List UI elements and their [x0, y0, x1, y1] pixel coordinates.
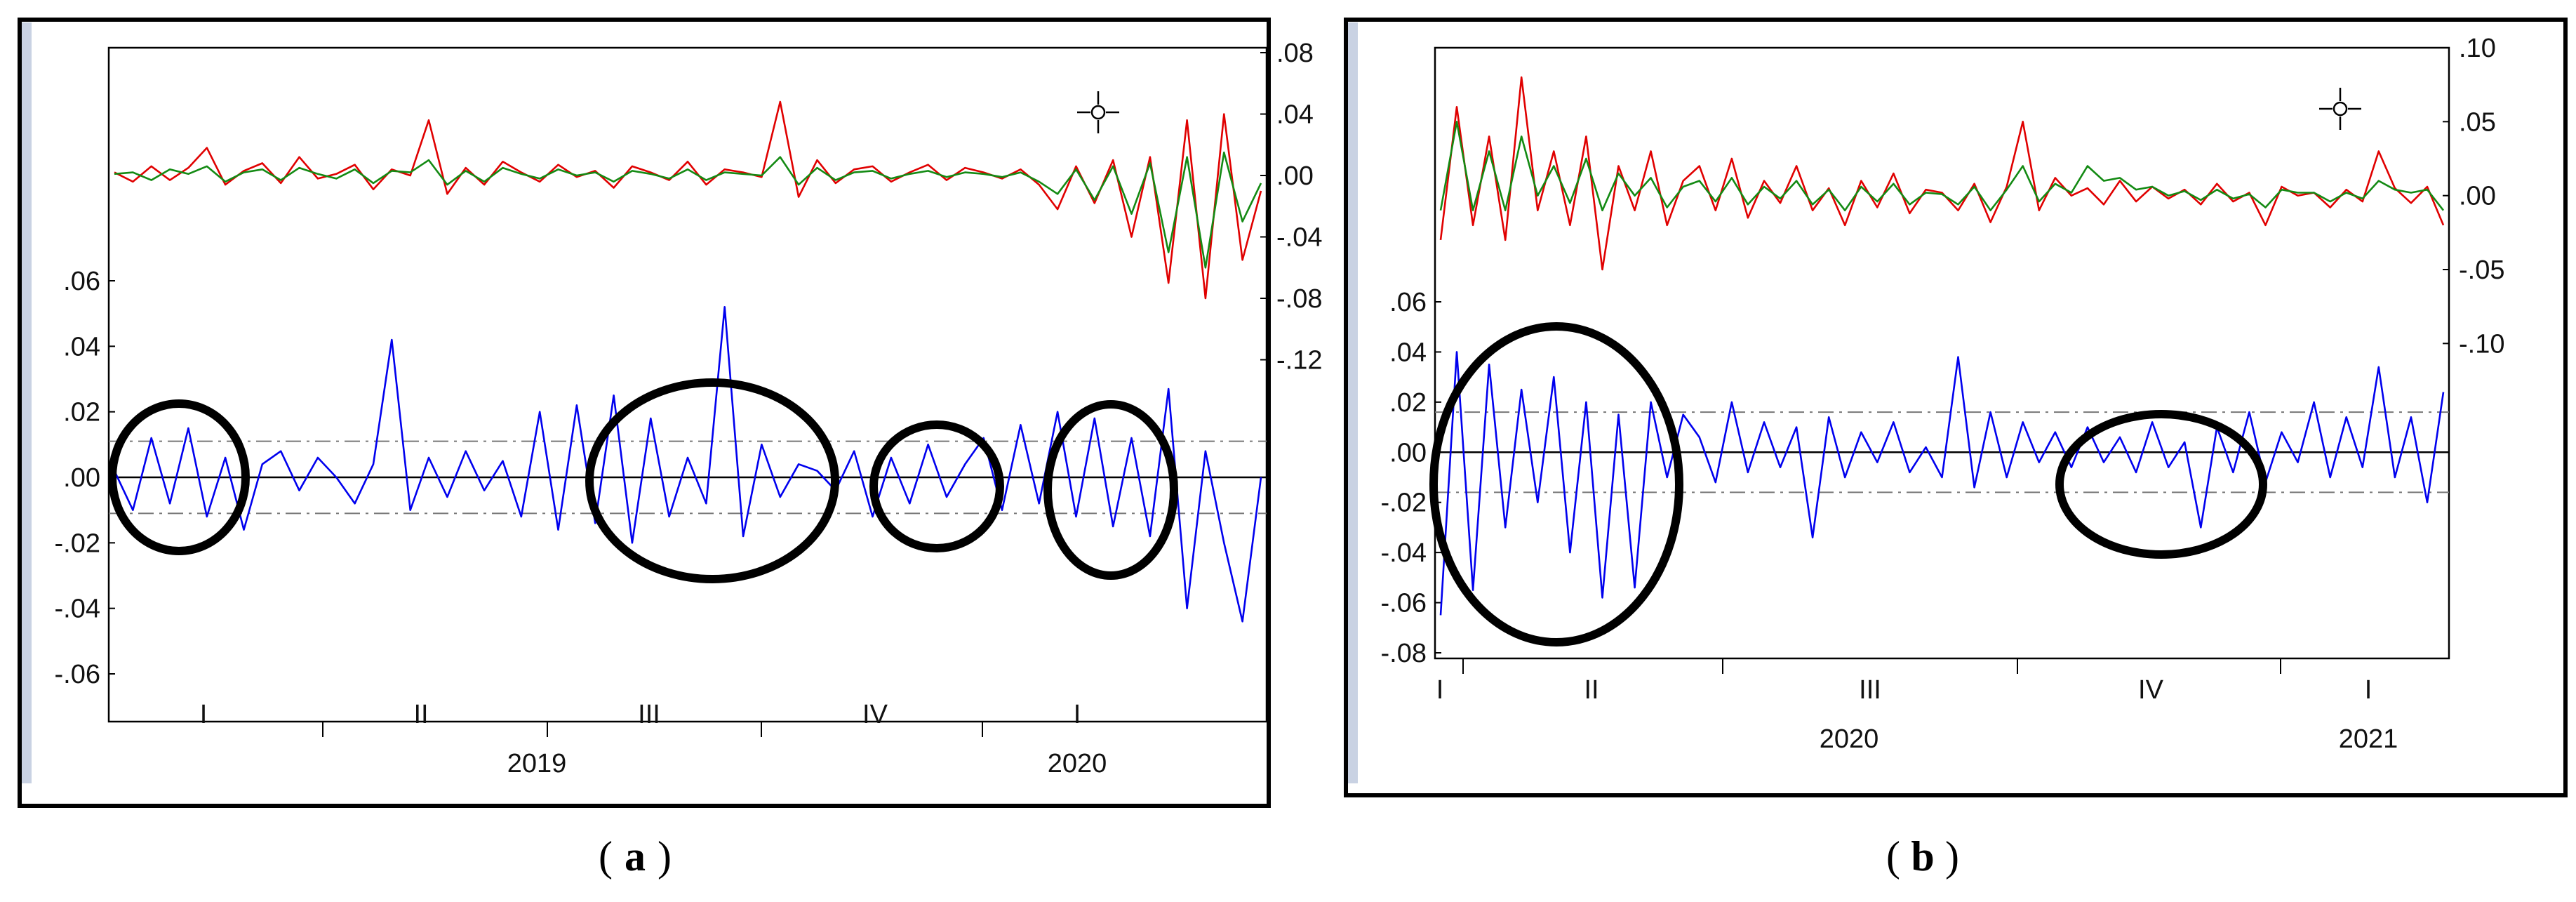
left-axis-tick-label: .04	[63, 332, 100, 362]
highlight-ellipse	[1429, 322, 1683, 646]
panel-b: ( b ) .06 .04 .02 .00 -.02 -.04 -.06 -.08 .10 .05…	[1344, 18, 2568, 880]
quarter-label: III	[1859, 675, 1881, 705]
quarter-label: I	[2365, 675, 2373, 705]
panel-frame	[18, 18, 1271, 808]
left-axis-tick-label: -.06	[55, 660, 100, 689]
right-axis-tick-label: -.12	[1276, 346, 1322, 376]
year-label: 2019	[507, 749, 567, 778]
panel-caption-a-open: (	[599, 833, 613, 880]
left-axis-tick-label: -.04	[55, 595, 100, 624]
left-axis-tick-label: .06	[1389, 288, 1427, 317]
highlight-ellipse	[1043, 400, 1178, 580]
quarter-label: I	[1436, 675, 1444, 705]
year-label: 2020	[1048, 749, 1107, 778]
left-axis-tick-label: -.08	[1381, 639, 1427, 668]
quarter-label: II	[1584, 675, 1599, 705]
quarter-label: IV	[2138, 675, 2164, 705]
panel-frame	[1344, 18, 2568, 797]
left-axis-tick-label: .00	[1389, 438, 1427, 467]
year-label: 2021	[2339, 724, 2398, 754]
right-axis-tick-label: .05	[2459, 107, 2496, 137]
right-axis-tick-label: -.04	[1276, 223, 1322, 253]
left-axis-tick-label: -.06	[1381, 589, 1427, 618]
series-line-actual	[1439, 76, 2445, 271]
quarter-label: IV	[862, 700, 888, 729]
left-axis-tick-label: -.02	[55, 529, 100, 558]
panel-caption-b: b	[1911, 833, 1934, 880]
right-axis-tick-label: .08	[1276, 39, 1314, 68]
panel-caption-a-close: )	[658, 833, 672, 880]
panel-caption-a: a	[625, 833, 646, 880]
panel-caption-b-close: )	[1945, 833, 1959, 880]
quarter-label: II	[413, 700, 428, 729]
left-axis-tick-label: -.02	[1381, 489, 1427, 518]
quarter-label: III	[638, 700, 660, 729]
left-axis-tick-label: .06	[63, 267, 100, 296]
crosshair-icon	[2319, 88, 2361, 130]
right-axis-tick-label: -.08	[1276, 284, 1322, 314]
left-axis-tick-label: .00	[63, 463, 100, 493]
highlight-ellipse	[585, 378, 839, 583]
series-line-actual	[114, 100, 1262, 300]
highlight-ellipse	[108, 399, 250, 555]
right-axis-tick-label: .00	[1276, 161, 1314, 191]
left-axis-tick-label: -.04	[1381, 538, 1427, 568]
panel-a: ( a ) .06 .04 .02 .00 -.02 -.04 -.06 .08 .04 .00 -…	[18, 18, 1322, 880]
highlight-ellipse	[2055, 410, 2267, 559]
quarter-label: I	[200, 700, 208, 729]
crosshair-icon	[1077, 91, 1119, 133]
quarter-label: I	[1074, 700, 1081, 729]
left-axis-tick-label: .02	[63, 398, 100, 427]
series-line-fitted	[1439, 121, 2445, 212]
left-axis-tick-label: .02	[1389, 388, 1427, 418]
right-axis-tick-label: .04	[1276, 100, 1314, 130]
right-axis-tick-label: -.05	[2459, 256, 2504, 285]
highlight-ellipse	[869, 420, 1004, 552]
right-axis-tick-label: -.10	[2459, 329, 2504, 359]
series-line-residual	[1439, 351, 2445, 616]
panel-shade-strip	[1348, 22, 1358, 783]
panel-shade-strip	[22, 22, 32, 783]
series-line-residual	[113, 305, 1262, 623]
series-line-fitted	[114, 151, 1262, 269]
panel-caption-b-open: (	[1886, 833, 1900, 880]
right-axis-tick-label: .00	[2459, 182, 2496, 211]
year-label: 2020	[1820, 724, 1879, 754]
right-axis-tick-label: .10	[2459, 34, 2496, 63]
plot-area	[1434, 46, 2450, 660]
left-axis-tick-label: .04	[1389, 338, 1427, 367]
